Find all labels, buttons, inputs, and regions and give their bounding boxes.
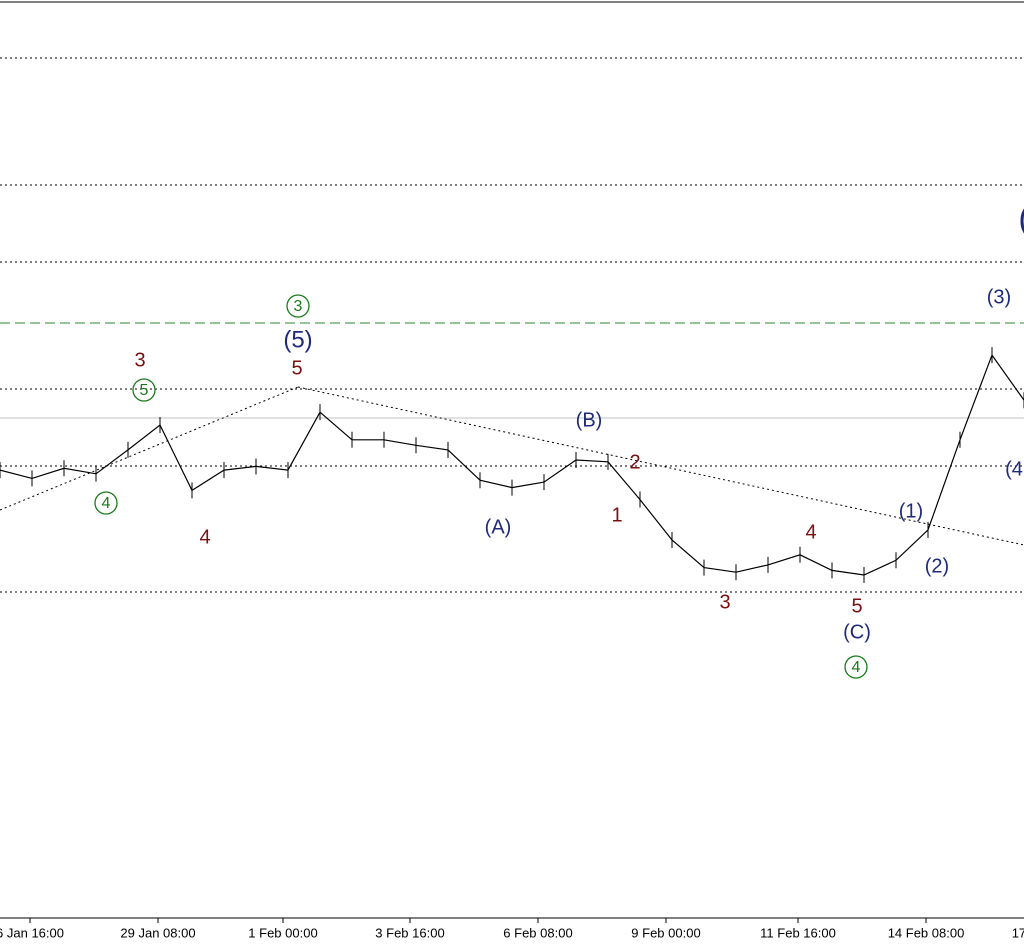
wave-label: (5) (283, 326, 312, 353)
wave-circle (844, 655, 868, 679)
wave-label: 5 (291, 357, 302, 379)
wave-label: (3) (987, 286, 1011, 308)
trend-line (0, 386, 299, 511)
wave-label: (2) (925, 555, 949, 577)
wave-label: (C) (843, 621, 871, 643)
wave-label: 3 (134, 349, 145, 371)
wave-label: 4 (805, 521, 816, 543)
x-tick-label: 1 Feb 00:00 (248, 925, 317, 940)
wave-label: (1) (899, 500, 923, 522)
wave-label: ( (1018, 200, 1024, 238)
price-path (0, 353, 1024, 576)
wave-circle (94, 491, 118, 515)
x-tick-label: 6 Jan 16:00 (0, 925, 64, 940)
wave-label: 4 (199, 526, 210, 548)
wave-label: 2 (629, 451, 640, 473)
wave-label: 3 (294, 298, 303, 315)
x-tick-label: 3 Feb 16:00 (375, 925, 444, 940)
x-tick-label: 9 Feb 00:00 (631, 925, 700, 940)
wave-label: 4 (102, 495, 111, 512)
x-tick-label: 17 Feb 00:00 (1012, 925, 1024, 940)
wave-circle (132, 378, 156, 402)
wave-label: 3 (719, 591, 730, 613)
wave-label: 4 (852, 659, 861, 676)
x-tick-label: 11 Feb 16:00 (760, 925, 836, 940)
x-tick-label: 6 Feb 08:00 (503, 925, 572, 940)
wave-label: 5 (140, 382, 149, 399)
wave-circle (286, 294, 310, 318)
wave-label: (4 (1005, 458, 1023, 480)
wave-label: 5 (851, 595, 862, 617)
wave-label: 1 (611, 504, 622, 526)
x-tick-label: 29 Jan 08:00 (120, 925, 195, 940)
trend-line (297, 386, 1024, 546)
x-tick-label: 14 Feb 08:00 (888, 925, 965, 940)
wave-label: (A) (485, 516, 512, 538)
wave-label: (B) (576, 409, 603, 431)
